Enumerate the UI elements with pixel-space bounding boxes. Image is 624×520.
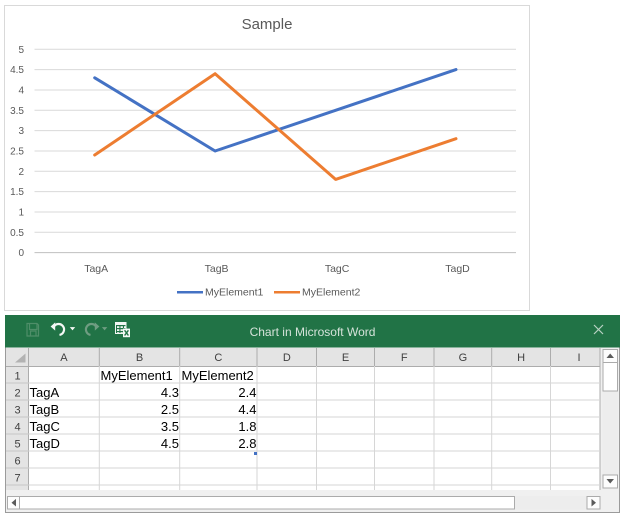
svg-text:I: I (577, 352, 580, 364)
svg-text:A: A (60, 352, 68, 364)
svg-text:TagC: TagC (30, 419, 60, 434)
svg-text:Sample: Sample (242, 16, 293, 33)
svg-text:4: 4 (14, 422, 20, 434)
svg-text:3.5: 3.5 (161, 419, 179, 434)
svg-text:Chart in Microsoft Word: Chart in Microsoft Word (250, 325, 376, 339)
svg-text:G: G (459, 352, 468, 364)
svg-text:1.5: 1.5 (10, 187, 24, 198)
svg-text:4.4: 4.4 (238, 402, 256, 417)
svg-text:2.8: 2.8 (238, 436, 256, 451)
svg-text:5: 5 (18, 45, 24, 56)
svg-text:2.5: 2.5 (10, 147, 24, 158)
svg-text:MyElement1: MyElement1 (205, 287, 264, 299)
svg-text:0: 0 (18, 248, 24, 259)
svg-text:4: 4 (18, 86, 24, 97)
svg-text:MyElement2: MyElement2 (302, 287, 361, 299)
svg-text:D: D (283, 352, 291, 364)
svg-text:E: E (342, 352, 349, 364)
svg-text:4.5: 4.5 (161, 436, 179, 451)
svg-text:F: F (401, 352, 408, 364)
svg-text:3: 3 (14, 405, 20, 417)
svg-text:2: 2 (18, 167, 24, 178)
svg-text:H: H (517, 352, 525, 364)
svg-text:6: 6 (14, 456, 20, 468)
svg-text:3: 3 (18, 126, 24, 137)
svg-text:TagD: TagD (445, 263, 470, 275)
svg-text:TagB: TagB (30, 402, 60, 417)
svg-text:2.5: 2.5 (161, 402, 179, 417)
svg-text:0.5: 0.5 (10, 228, 24, 239)
svg-text:B: B (136, 352, 143, 364)
svg-text:TagD: TagD (30, 436, 60, 451)
svg-text:2: 2 (14, 388, 20, 400)
svg-text:C: C (214, 352, 222, 364)
svg-text:1: 1 (18, 208, 24, 219)
svg-text:3.5: 3.5 (10, 106, 24, 117)
svg-text:4.5: 4.5 (10, 65, 24, 76)
svg-text:1.8: 1.8 (238, 419, 256, 434)
svg-text:TagA: TagA (30, 385, 60, 400)
svg-text:MyElement2: MyElement2 (182, 368, 254, 383)
svg-text:TagC: TagC (325, 263, 350, 275)
svg-text:5: 5 (14, 439, 20, 451)
svg-text:4.3: 4.3 (161, 385, 179, 400)
svg-text:TagA: TagA (84, 263, 108, 275)
svg-text:2.4: 2.4 (238, 385, 256, 400)
svg-text:MyElement1: MyElement1 (101, 368, 173, 383)
svg-text:1: 1 (14, 371, 20, 383)
svg-text:TagB: TagB (205, 263, 229, 275)
svg-text:7: 7 (14, 473, 20, 485)
